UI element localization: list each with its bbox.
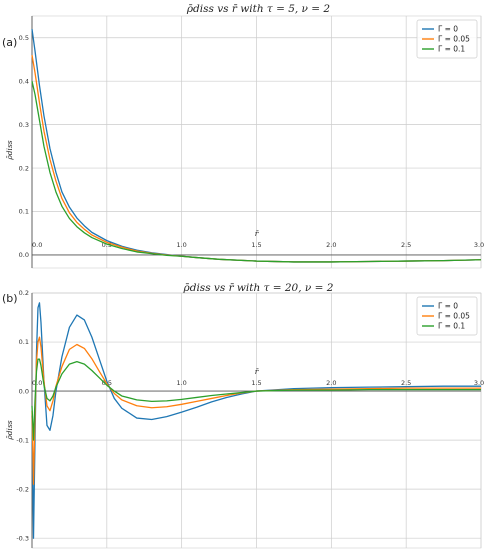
legend-entry-label: Γ = 0.05 — [438, 35, 470, 44]
y-tick-label: -0.3 — [16, 534, 29, 542]
legend-entry-label: Γ = 0 — [438, 25, 458, 34]
x-tick-label: 0.5 — [102, 241, 112, 249]
series-line-2 — [31, 81, 482, 263]
series-line-2 — [31, 358, 481, 441]
x-axis-label: r̄ — [255, 229, 259, 238]
x-tick-label: 1.5 — [251, 379, 261, 387]
x-tick-label: 0.0 — [32, 241, 42, 249]
x-tick-label: 2.0 — [326, 241, 336, 249]
y-tick-label: 0.2 — [19, 289, 29, 297]
legend: Γ = 0Γ = 0.05Γ = 0.1 — [416, 19, 478, 59]
x-tick-label: 1.5 — [251, 241, 261, 249]
y-tick-label: -0.2 — [16, 485, 29, 493]
legend-entry-label: Γ = 0.1 — [438, 322, 465, 331]
legend-entry-label: Γ = 0.1 — [438, 45, 465, 54]
y-axis-label: ρ̄diss — [5, 140, 14, 160]
chart-title: ρ̄diss vs r̄ with τ = 5, ν = 2 — [186, 3, 331, 15]
chart-title: ρ̄diss vs r̄ with τ = 20, ν = 2 — [183, 282, 334, 294]
x-tick-label: 2.5 — [401, 241, 411, 249]
y-tick-label: 0.2 — [19, 164, 29, 172]
x-tick-label: 0.0 — [32, 379, 42, 387]
x-tick-label: 2.5 — [401, 379, 411, 387]
x-tick-label: 2.0 — [326, 379, 336, 387]
y-tick-label: -0.1 — [16, 436, 29, 444]
legend: Γ = 0Γ = 0.05Γ = 0.1 — [416, 296, 478, 336]
chart-panel-b: 0.0 0.5 1.0 1.5 2.0 2.5 3.00.20.10.0-0.1-0.2-0… — [2, 282, 484, 549]
y-tick-label: 0.3 — [19, 121, 29, 129]
x-tick-label: 3.0 — [474, 379, 484, 387]
x-tick-label: 3.0 — [474, 241, 484, 249]
panel-label: (a) — [2, 36, 17, 49]
y-axis-label: ρ̄diss — [5, 420, 14, 440]
x-tick-label: 1.0 — [176, 241, 186, 249]
panel-label: (b) — [2, 292, 18, 305]
legend-entry-label: Γ = 0.05 — [438, 312, 470, 321]
y-tick-label: 0.0 — [19, 387, 29, 395]
y-tick-label: 0.0 — [19, 251, 29, 259]
x-tick-label: 1.0 — [176, 379, 186, 387]
chart-panel-a: 0.0 0.5 1.0 1.5 2.0 2.5 3.0 0.5 0.4 0.3 0.2 0.1 0.0 ρ… — [2, 3, 484, 269]
y-tick-label: 0.1 — [19, 208, 29, 216]
y-tick-label: 0.5 — [19, 34, 29, 42]
legend-entry-label: Γ = 0 — [438, 302, 458, 311]
y-tick-label: 0.4 — [19, 77, 29, 85]
x-axis-label: r̄ — [255, 367, 259, 376]
y-tick-label: 0.1 — [19, 338, 29, 346]
